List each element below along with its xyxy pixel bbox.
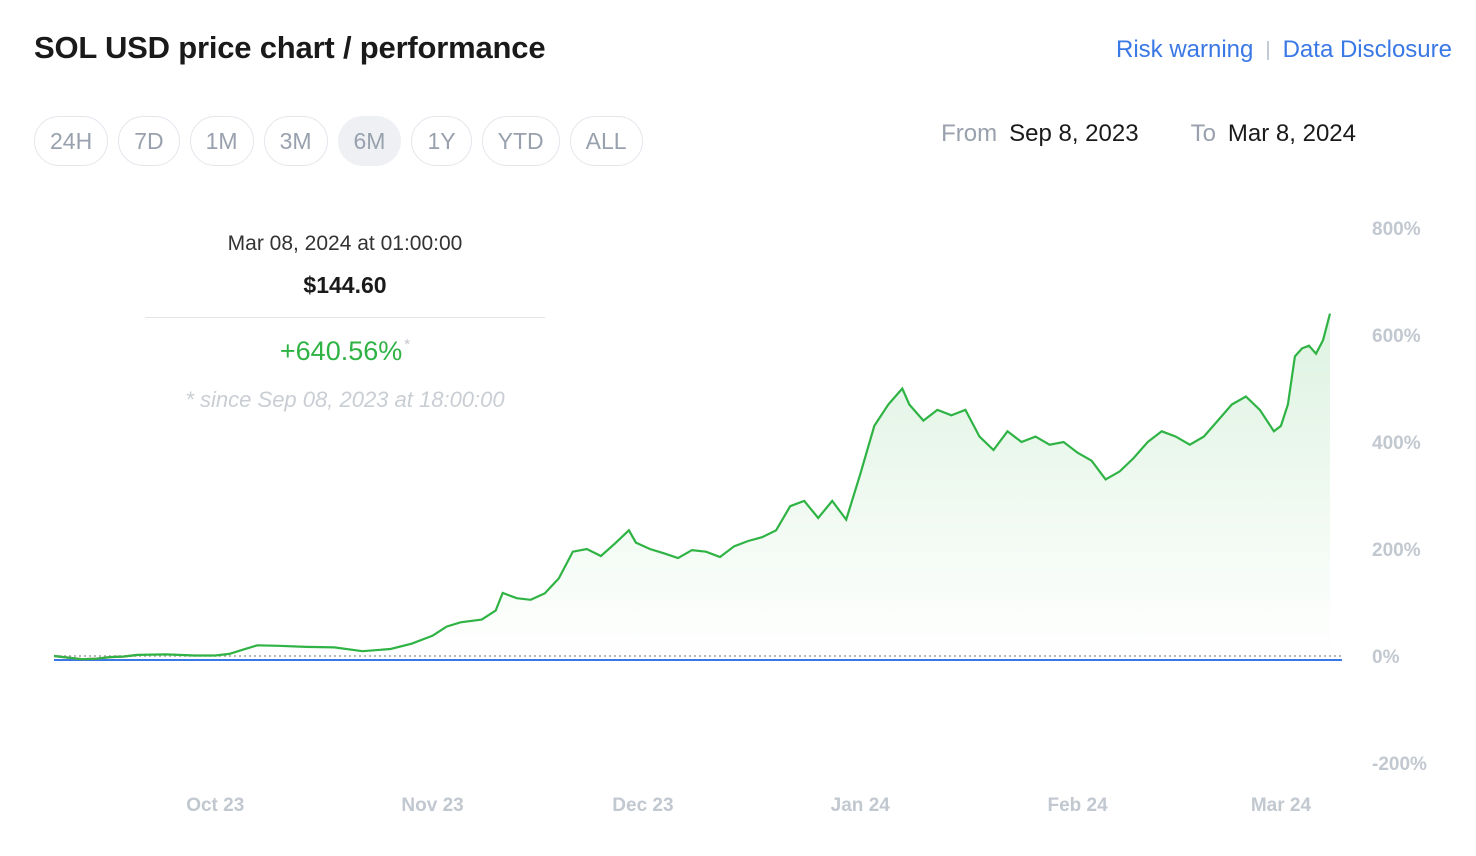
range-button-ytd[interactable]: YTD [481, 116, 560, 166]
tooltip-change-marker: * [404, 336, 411, 353]
x-tick-label: Oct 23 [186, 795, 244, 816]
from-label: From [941, 120, 998, 147]
range-button-3m[interactable]: 3M [263, 116, 328, 166]
page-title: SOL USD price chart / performance [34, 30, 546, 65]
range-button-6m[interactable]: 6M [337, 116, 402, 166]
tooltip-date: Mar 08, 2024 at 01:00:00 [227, 232, 463, 255]
x-tick-label: Feb 24 [1048, 795, 1109, 816]
header-links: Risk warning | Data Disclosure [1116, 36, 1452, 64]
from-date[interactable]: Sep 8, 2023 [1009, 120, 1139, 147]
x-tick-label: Dec 23 [612, 795, 673, 816]
y-tick-label: 200% [1372, 540, 1421, 561]
x-tick-label: Jan 24 [831, 795, 891, 816]
chart-area-fill [54, 313, 1330, 660]
price-line [53, 313, 1332, 661]
risk-warning-link[interactable]: Risk warning [1116, 36, 1254, 63]
tooltip-price: $144.60 [303, 272, 387, 298]
range-button-all[interactable]: ALL [569, 116, 643, 166]
chart-tooltip: Mar 08, 2024 at 01:00:00 $144.60 +640.56… [145, 232, 545, 413]
y-tick-label: 400% [1372, 433, 1421, 454]
range-button-7d[interactable]: 7D [118, 116, 180, 166]
to-date[interactable]: Mar 8, 2024 [1227, 120, 1356, 147]
tooltip-since: * since Sep 08, 2023 at 18:00:00 [185, 387, 505, 412]
range-button-1m[interactable]: 1M [189, 116, 254, 166]
to-label: To [1190, 120, 1216, 147]
y-tick-label: 0% [1372, 647, 1400, 668]
range-button-1y[interactable]: 1Y [411, 116, 472, 166]
time-range-selector: 24H 7D 1M 3M 6M 1Y YTD ALL [34, 116, 643, 166]
date-range: From Sep 8, 2023 To Mar 8, 2024 [941, 120, 1356, 148]
x-tick-label: Nov 23 [401, 795, 463, 816]
y-tick-label: 600% [1372, 326, 1421, 347]
y-tick-label: 800% [1372, 219, 1421, 240]
data-disclosure-link[interactable]: Data Disclosure [1282, 36, 1452, 63]
y-tick-label: -200% [1372, 754, 1427, 775]
x-tick-label: Mar 24 [1251, 795, 1312, 816]
range-button-24h[interactable]: 24H [34, 116, 109, 166]
tooltip-divider [145, 317, 545, 318]
link-separator: | [1265, 38, 1271, 61]
tooltip-change: +640.56% * [279, 336, 411, 366]
